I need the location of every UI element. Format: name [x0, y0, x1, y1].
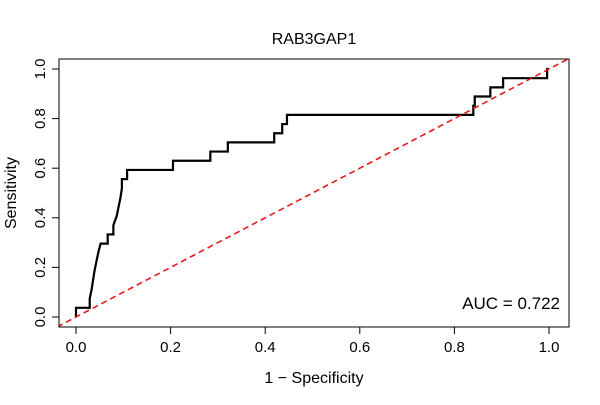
x-tick-label: 1.0	[539, 339, 560, 356]
x-tick-label: 0.4	[255, 339, 276, 356]
auc-annotation: AUC = 0.722	[462, 294, 560, 313]
x-tick-label: 0.8	[444, 339, 465, 356]
y-tick-label: 0.0	[32, 307, 49, 328]
x-tick-label: 0.0	[66, 339, 87, 356]
roc-curve-line	[74, 67, 549, 317]
y-tick-label: 1.0	[32, 59, 49, 80]
y-axis-title: Sensitivity	[3, 157, 20, 229]
chance-diagonal-line	[59, 59, 569, 327]
x-tick-label: 0.2	[160, 339, 181, 356]
x-axis-title: 1 − Specificity	[264, 370, 363, 387]
y-tick-label: 0.6	[32, 158, 49, 179]
x-tick-label: 0.6	[349, 339, 370, 356]
axes-layer: 0.0 0.2 0.4 0.6 0.8 1.0 0.0 0.2 0.4 0.6 0.8 1.0	[32, 59, 559, 356]
y-tick-label: 0.8	[32, 108, 49, 129]
chart-title: RAB3GAP1	[272, 31, 357, 48]
plot-data-layer	[59, 59, 569, 327]
y-tick-label: 0.2	[32, 257, 49, 278]
y-tick-label: 0.4	[32, 207, 49, 228]
